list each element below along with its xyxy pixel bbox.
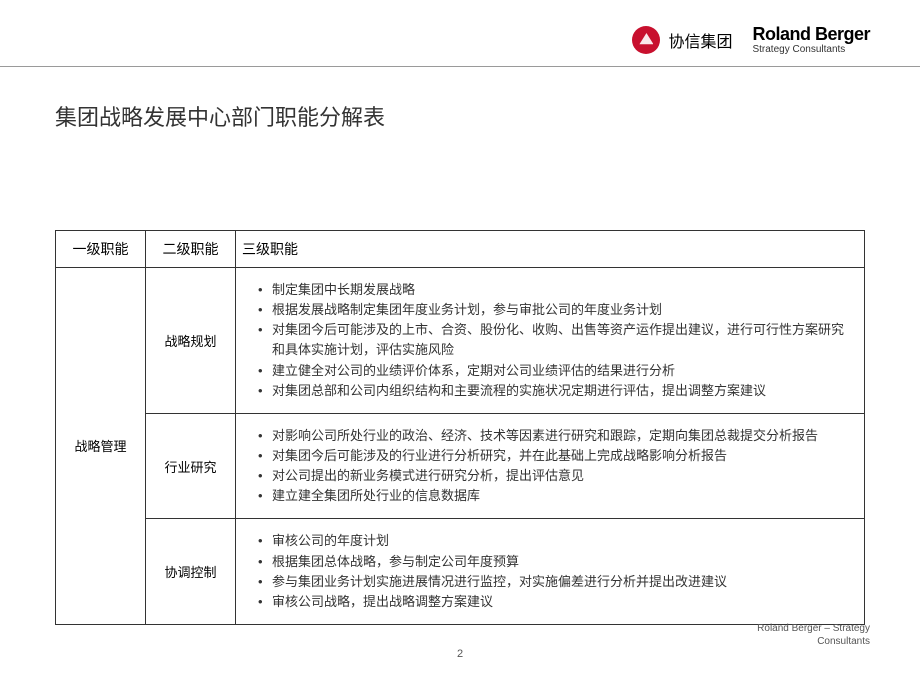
cell-level3: 审核公司的年度计划 根据集团总体战略，参与制定公司年度预算 参与集团业务计划实施… (236, 519, 865, 625)
table-row: 协调控制 审核公司的年度计划 根据集团总体战略，参与制定公司年度预算 参与集团业… (56, 519, 865, 625)
col-header-l3: 三级职能 (236, 231, 865, 268)
list-item: 对集团今后可能涉及的行业进行分析研究，并在此基础上完成战略影响分析报告 (258, 446, 850, 466)
footer-line1: Roland Berger – Strategy (757, 623, 870, 634)
cell-level2: 行业研究 (146, 413, 236, 519)
col-header-l1: 一级职能 (56, 231, 146, 268)
functions-table: 一级职能 二级职能 三级职能 战略管理 战略规划 制定集团中长期发展战略 根据发… (55, 230, 865, 625)
table-row: 战略管理 战略规划 制定集团中长期发展战略 根据发展战略制定集团年度业务计划，参… (56, 268, 865, 414)
func-list: 对影响公司所处行业的政治、经济、技术等因素进行研究和跟踪，定期向集团总裁提交分析… (250, 426, 850, 507)
func-list: 制定集团中长期发展战略 根据发展战略制定集团年度业务计划，参与审批公司的年度业务… (250, 280, 850, 401)
cell-level3: 对影响公司所处行业的政治、经济、技术等因素进行研究和跟踪，定期向集团总裁提交分析… (236, 413, 865, 519)
list-item: 建立建全集团所处行业的信息数据库 (258, 486, 850, 506)
cell-level2: 协调控制 (146, 519, 236, 625)
footer-line2: Consultants (817, 636, 870, 647)
company-block: 协信集团 (632, 26, 732, 54)
cell-level3: 制定集团中长期发展战略 根据发展战略制定集团年度业务计划，参与审批公司的年度业务… (236, 268, 865, 414)
page-number: 2 (0, 648, 920, 660)
list-item: 建立健全对公司的业绩评价体系，定期对公司业绩评估的结果进行分析 (258, 361, 850, 381)
table-header-row: 一级职能 二级职能 三级职能 (56, 231, 865, 268)
functions-table-wrap: 一级职能 二级职能 三级职能 战略管理 战略规划 制定集团中长期发展战略 根据发… (55, 230, 865, 625)
company-logo-icon (632, 26, 660, 54)
cell-level1: 战略管理 (56, 268, 146, 625)
rb-logo-main: Roland Berger (752, 25, 870, 43)
page-title: 集团战略发展中心部门职能分解表 (55, 100, 385, 132)
table-row: 行业研究 对影响公司所处行业的政治、经济、技术等因素进行研究和跟踪，定期向集团总… (56, 413, 865, 519)
list-item: 对影响公司所处行业的政治、经济、技术等因素进行研究和跟踪，定期向集团总裁提交分析… (258, 426, 850, 446)
list-item: 对公司提出的新业务模式进行研究分析，提出评估意见 (258, 466, 850, 486)
cell-level2: 战略规划 (146, 268, 236, 414)
list-item: 审核公司的年度计划 (258, 531, 850, 551)
header-bar: 协信集团 Roland Berger Strategy Consultants (632, 25, 870, 55)
list-item: 对集团今后可能涉及的上市、合资、股份化、收购、出售等资产运作提出建议，进行可行性… (258, 320, 850, 360)
list-item: 对集团总部和公司内组织结构和主要流程的实施状况定期进行评估，提出调整方案建议 (258, 381, 850, 401)
rb-logo-sub: Strategy Consultants (752, 45, 845, 55)
col-header-l2: 二级职能 (146, 231, 236, 268)
list-item: 根据发展战略制定集团年度业务计划，参与审批公司的年度业务计划 (258, 300, 850, 320)
company-logo-inner-icon (639, 33, 653, 47)
list-item: 参与集团业务计划实施进展情况进行监控，对实施偏差进行分析并提出改进建议 (258, 572, 850, 592)
list-item: 根据集团总体战略，参与制定公司年度预算 (258, 552, 850, 572)
list-item: 审核公司战略，提出战略调整方案建议 (258, 592, 850, 612)
func-list: 审核公司的年度计划 根据集团总体战略，参与制定公司年度预算 参与集团业务计划实施… (250, 531, 850, 612)
footer-attribution: Roland Berger – Strategy Consultants (757, 622, 870, 648)
roland-berger-block: Roland Berger Strategy Consultants (752, 25, 870, 55)
company-name: 协信集团 (668, 28, 732, 52)
list-item: 制定集团中长期发展战略 (258, 280, 850, 300)
header-divider (0, 66, 920, 67)
